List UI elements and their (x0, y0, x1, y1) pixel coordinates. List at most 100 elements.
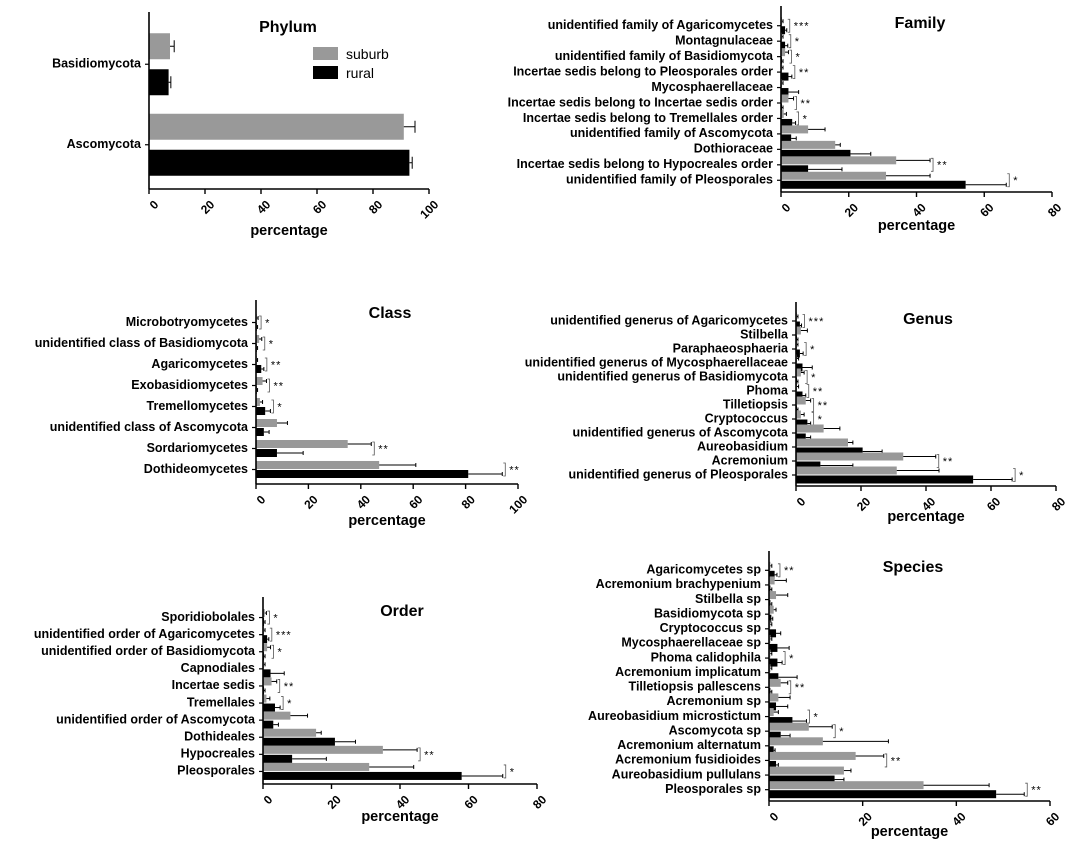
bar-suburb (769, 781, 924, 790)
bar-suburb (256, 440, 348, 448)
x-axis-label: percentage (878, 218, 955, 234)
significance-label: * (795, 36, 800, 48)
x-tick-label: 80 (459, 492, 479, 512)
category-label: Dothideomycetes (144, 462, 248, 476)
bar-rural (256, 407, 266, 415)
category-label: Incertae sedis belong to Tremellales ord… (523, 111, 773, 125)
significance-bracket (503, 462, 506, 477)
category-label: Stilbella sp (695, 592, 761, 606)
category-label: Phoma calidophila (651, 650, 762, 664)
x-tick-label: 20 (198, 197, 218, 217)
bar-suburb (256, 335, 260, 343)
bar-rural (769, 702, 777, 711)
x-tick-label: 0 (261, 792, 276, 807)
significance-bracket (259, 315, 262, 330)
significance-bracket (805, 370, 808, 384)
bar-rural (796, 461, 821, 470)
bar-rural (781, 72, 789, 81)
category-label: Phoma (746, 383, 789, 397)
bar-rural (769, 658, 778, 667)
bar-suburb (769, 693, 779, 702)
x-tick-label: 40 (354, 492, 374, 512)
panel-title: Order (380, 603, 424, 620)
category-label: Ascomycota sp (669, 723, 762, 737)
x-tick-label: 60 (406, 492, 426, 512)
category-label: Aureobasidium (697, 439, 788, 453)
bar-suburb (769, 737, 823, 746)
significance-bracket (936, 454, 940, 468)
category-label: Dothioraceae (694, 142, 773, 156)
category-label: Incertae sedis (172, 678, 255, 692)
significance-bracket (802, 314, 805, 328)
bar-suburb (769, 591, 777, 600)
bar-suburb (781, 156, 897, 165)
bar-suburb (796, 438, 848, 447)
bar-suburb (256, 377, 263, 385)
x-tick-label: 80 (530, 792, 550, 812)
significance-bracket (277, 679, 281, 693)
family-panel: Family unidentified family of Agaricomyce… (508, 6, 1065, 234)
bar-suburb (263, 609, 265, 618)
significance-bracket (267, 610, 270, 625)
bar-rural (796, 419, 808, 428)
x-tick-label: 100 (506, 492, 530, 516)
bar-suburb (796, 424, 824, 433)
x-axis-label: percentage (887, 509, 964, 525)
bar-rural (796, 475, 974, 484)
bar-rural (781, 149, 851, 158)
category-label: Aureobasidium pullulans (612, 767, 761, 781)
significance-label: * (1013, 175, 1018, 187)
significance-bracket (931, 157, 934, 172)
x-tick-label: 0 (794, 494, 809, 509)
bar-rural (769, 790, 997, 799)
significance-label: ** (801, 98, 812, 110)
significance-label: ** (509, 464, 520, 476)
category-label: Tremellales (187, 695, 255, 709)
category-label: unidentified generus of Agaricomycetes (550, 313, 788, 327)
bar-suburb (769, 751, 856, 760)
category-label: unidentified order of Agaricomycetes (34, 627, 255, 641)
significance-label: * (269, 338, 274, 350)
significance-bracket (811, 398, 815, 412)
significance-label: ** (784, 565, 795, 577)
significance-label: *** (809, 316, 825, 328)
category-label: unidentified order of Basidiomycota (41, 644, 256, 658)
bar-rural (769, 614, 772, 623)
bar-suburb (263, 677, 272, 686)
category-label: Acremonium sp (667, 694, 762, 708)
legend-swatch-rural (313, 66, 338, 79)
significance-label: *** (794, 21, 810, 33)
panel-title: Phylum (259, 19, 317, 36)
significance-bracket (794, 96, 797, 110)
significance-bracket (269, 627, 273, 642)
bar-rural (263, 771, 462, 780)
order-panel: Order Sporidiobolales * unidentified order … (34, 597, 550, 825)
bar-suburb (769, 722, 809, 731)
significance-bracket (262, 336, 266, 351)
bar-rural (781, 41, 786, 50)
bar-rural (796, 433, 806, 442)
category-label: Incertae sedis belong to Incertae sedis … (508, 95, 774, 109)
category-label: Pleosporales (177, 764, 255, 778)
bar-rural (256, 470, 469, 478)
legend-swatch-suburb (313, 47, 338, 60)
x-tick-label: 20 (842, 200, 862, 220)
category-label: Basidiomycota (52, 57, 142, 71)
category-label: Pleosporales sp (665, 782, 761, 796)
genus-panel: Genus unidentified generus of Agaricomyce… (525, 302, 1069, 525)
significance-bracket (833, 724, 836, 739)
category-label: Incertae sedis belong to Pleosporales or… (513, 64, 773, 78)
significance-bracket (372, 441, 375, 456)
category-label: Microbotryomycetes (126, 315, 248, 329)
bar-suburb (796, 410, 801, 419)
bar-rural (263, 754, 293, 763)
bar-rural (769, 629, 777, 638)
category-label: Hypocreales (181, 747, 255, 761)
significance-bracket (503, 764, 507, 779)
category-label: Agaricomycetes sp (646, 563, 761, 577)
bar-rural (796, 447, 863, 456)
x-tick-label: 0 (767, 809, 782, 824)
significance-label: * (510, 766, 515, 778)
legend-label-suburb: suburb (346, 46, 389, 62)
bar-suburb (769, 605, 774, 614)
